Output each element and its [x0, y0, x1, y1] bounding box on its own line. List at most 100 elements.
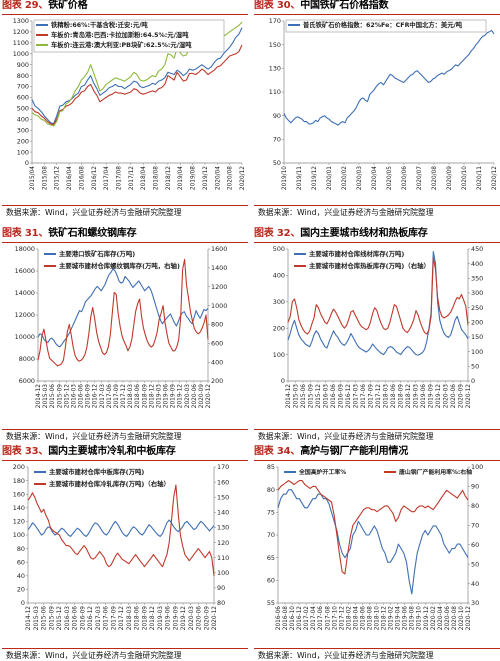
- x-tick-label: 2017/08: [116, 166, 122, 190]
- x-tick-label: 2015-09: [309, 384, 315, 409]
- chart-number: 图表 30、: [254, 0, 301, 11]
- chart-33-svg: 0 20 40 60 80 100 120 140 160 180 200 80 90 100 110 120…: [13, 463, 229, 631]
- x-tick-label: 2019-04: [396, 606, 402, 631]
- x-tick-label: 2019-06: [421, 384, 427, 409]
- source-note: 数据来源：Wind，兴业证券经济与金融研究院整理: [258, 432, 434, 441]
- x-tick-label: 2018/04: [141, 166, 147, 190]
- chart-title: 图表 29、铁矿价格: [2, 0, 248, 15]
- x-tick-label: 2018-10: [375, 606, 381, 631]
- x-tick-label: 2019-09: [171, 384, 177, 409]
- y2-tick-label: 80: [471, 502, 479, 510]
- chart-number: 图表 34、: [254, 446, 301, 457]
- y-tick-label: 0: [21, 599, 25, 607]
- y-tick-label: 0: [25, 159, 29, 167]
- chart-number: 图表 32、: [254, 228, 301, 239]
- x-tick-label: 2019-06: [403, 606, 409, 631]
- y2-tick-label: 350: [471, 275, 483, 283]
- x-tick-label: 2019-12: [436, 384, 442, 409]
- legend-box: [33, 19, 225, 53]
- y-tick-label: 200: [13, 463, 25, 471]
- x-tick-label: 2015-09: [57, 384, 63, 409]
- y-tick-label: 180: [13, 477, 25, 485]
- y-tick-label: 12000: [15, 311, 35, 319]
- y2-tick-label: 150: [471, 333, 483, 341]
- series-line-1: [27, 519, 215, 537]
- x-tick-label: 2020/10: [462, 166, 468, 190]
- x-tick-label: 2017-03: [354, 384, 360, 409]
- x-tick-label: 2020-06: [445, 606, 451, 631]
- chart-title-text: 铁矿价格: [48, 0, 88, 11]
- x-tick-label: 2020/11: [477, 166, 483, 190]
- y-tick-label: 140: [13, 504, 25, 512]
- x-tick-label: 2018-06: [135, 606, 141, 631]
- y-tick-label: 90: [273, 112, 281, 120]
- x-tick-label: 2016/12: [92, 166, 98, 190]
- x-tick-label: 2020/09: [447, 166, 453, 190]
- x-tick-label: 2015-12: [64, 384, 70, 409]
- y2-tick-label: 0: [471, 377, 475, 385]
- y-tick-label: 300: [273, 298, 285, 306]
- x-tick-label: 2018/12: [166, 166, 172, 190]
- legend-box: [285, 19, 487, 33]
- divider: [2, 429, 248, 430]
- source-note: 数据来源：Wind，兴业证券经济与金融研究院整理: [258, 651, 434, 660]
- y-tick-label: 130: [269, 65, 281, 73]
- y2-tick-label: 300: [471, 289, 483, 297]
- y2-tick-label: 30: [471, 599, 479, 607]
- x-tick-label: 2020/06: [402, 166, 408, 190]
- y2-tick-label: 50: [471, 363, 479, 371]
- x-tick-label: 2016-08: [283, 606, 289, 631]
- x-tick-label: 2020/01: [327, 166, 333, 190]
- y-tick-label: 170: [269, 17, 281, 25]
- x-tick-label: 2016/08: [79, 166, 85, 190]
- y-tick-label: 60: [17, 558, 25, 566]
- chart-title: 图表 34、高炉与钢厂产能利用情况: [254, 446, 500, 461]
- y-tick-label: 400: [17, 116, 29, 124]
- x-tick-label: 2018-12: [149, 384, 155, 409]
- y-tick-label: 1200: [13, 28, 29, 36]
- x-tick-label: 2018-03: [384, 384, 390, 409]
- x-tick-label: 2017-12: [119, 606, 125, 631]
- y-tick-label: 100: [17, 148, 29, 156]
- y-tick-label: 20: [17, 586, 25, 594]
- series-line-2: [37, 258, 209, 367]
- legend-label: 铁精粉:66%:干基含税:迁安:元/吨: [50, 20, 148, 29]
- x-tick-label: 2019/12: [203, 166, 209, 190]
- x-tick-label: 2018-09: [399, 384, 405, 409]
- x-tick-label: 2016-12: [93, 384, 99, 409]
- chart-panel-33: 图表 33、国内主要城市冷轧和中板库存 0 20 40 60 80 100 120 140 16…: [2, 446, 248, 660]
- x-tick-label: 2019-10: [417, 606, 423, 631]
- chart-panel-30: 图表 30、中国铁矿石价格指数 50 70 90 110 130 150 170 2019/1…: [254, 0, 500, 218]
- y-tick-label: 16000: [15, 267, 35, 275]
- y2-tick-label: 120: [217, 539, 229, 547]
- chart-title-text: 国内主要城市线材和热板库存: [300, 228, 428, 239]
- legend-label: 主要港口铁矿石库存(万吨): [59, 249, 135, 258]
- legend-label: 唐山钢厂产能利用率%:右轴: [398, 468, 472, 476]
- y-tick-label: 6000: [19, 377, 35, 385]
- chart-title-text: 铁矿石和螺纹钢库存: [48, 228, 137, 239]
- chart-title-text: 国内主要城市冷轧和中板库存: [48, 446, 176, 457]
- x-tick-label: 2018-02: [346, 606, 352, 631]
- y-tick-label: 55: [267, 599, 275, 607]
- chart-title-text: 中国铁矿石价格指数: [300, 0, 389, 11]
- y2-tick-label: 1600: [211, 245, 227, 253]
- x-tick-label: 2019-06: [164, 384, 170, 409]
- x-tick-label: 2020-09: [459, 384, 465, 409]
- x-tick-label: 2020/04: [372, 166, 378, 190]
- x-tick-label: 2018-09: [142, 384, 148, 409]
- x-tick-label: 2020-10: [459, 606, 465, 631]
- chart-panel-34: 图表 34、高炉与钢厂产能利用情况 55 60 65 70 75 80 85 30 40 50 60…: [254, 446, 500, 660]
- x-tick-label: 2020/08: [228, 166, 234, 190]
- source-note: 数据来源：Wind，兴业证券经济与金融研究院整理: [258, 208, 434, 217]
- x-tick-label: 2019-03: [414, 384, 420, 409]
- x-tick-label: 2014-12: [36, 384, 42, 409]
- y-tick-label: 85: [267, 463, 275, 471]
- y2-tick-label: 80: [217, 599, 225, 607]
- x-tick-label: 2016-12: [297, 606, 303, 631]
- x-tick-label: 2016/04: [67, 166, 73, 190]
- y-tick-label: 60: [267, 577, 275, 585]
- y-tick-label: 110: [269, 88, 281, 96]
- y-tick-label: 800: [17, 72, 29, 80]
- x-tick-label: 2019-08: [410, 606, 416, 631]
